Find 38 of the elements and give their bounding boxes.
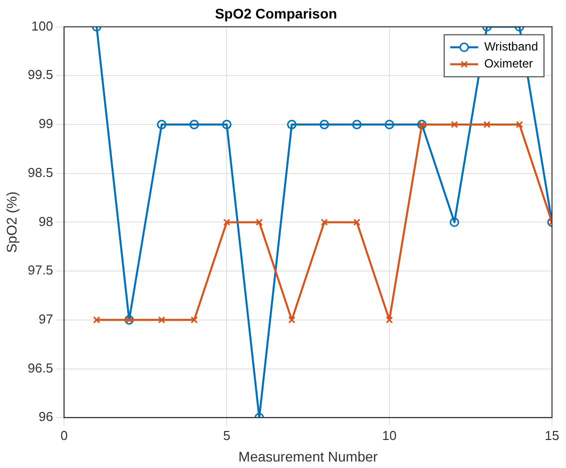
y-tick-label: 99.5 <box>28 67 54 82</box>
point <box>189 120 199 130</box>
legend-label: Wristband <box>484 40 538 54</box>
point <box>158 316 166 324</box>
y-tick-label: 98.5 <box>28 164 54 180</box>
point <box>320 218 328 226</box>
point <box>256 218 263 226</box>
y-axis-title: SpO2 (%) <box>3 191 20 253</box>
point <box>450 120 458 128</box>
point <box>320 120 330 130</box>
y-tick-label: 96.5 <box>28 360 54 376</box>
x-tick-label: 5 <box>223 428 230 443</box>
point <box>483 120 491 128</box>
point <box>450 217 460 227</box>
point <box>190 316 198 324</box>
chart-title: SpO2 Comparison <box>214 5 338 22</box>
legend-label: Oximeter <box>484 56 533 71</box>
point <box>222 120 232 130</box>
x-tick-label: 10 <box>382 428 397 443</box>
x-axis-title: Measurement Number <box>238 448 378 464</box>
point <box>386 316 393 324</box>
point <box>353 218 360 226</box>
point <box>223 218 230 226</box>
x-tick-label: 0 <box>60 428 68 443</box>
point <box>93 316 100 324</box>
y-tick-label: 97.5 <box>28 262 54 278</box>
y-tick-label: 100 <box>31 18 54 34</box>
y-tick-label: 99 <box>38 116 54 132</box>
point <box>287 120 297 130</box>
point <box>384 120 394 130</box>
point <box>516 120 524 128</box>
x-tick-label: 15 <box>544 428 560 443</box>
point <box>352 120 362 130</box>
point <box>288 316 296 324</box>
y-tick-label: 96 <box>38 409 54 424</box>
point <box>156 120 166 130</box>
y-tick-label: 97 <box>38 311 54 326</box>
y-tick-label: 98 <box>38 214 54 229</box>
